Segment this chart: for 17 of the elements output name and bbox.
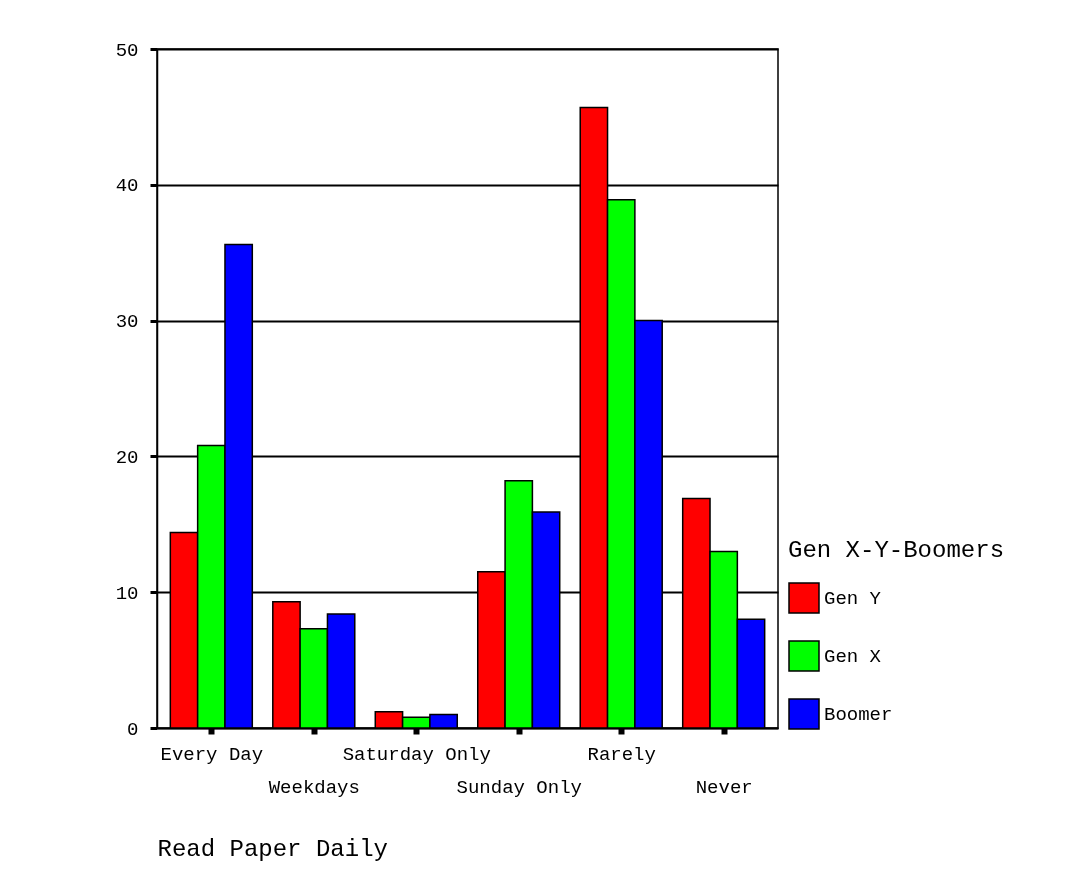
y-tick-label: 0 [127, 718, 139, 741]
x-tick-label: Weekdays [268, 776, 360, 799]
y-tick-label: 40 [115, 175, 139, 198]
y-tick-label: 50 [115, 39, 139, 62]
y-tick-label: 20 [115, 446, 139, 469]
legend-label: Gen Y [824, 588, 882, 610]
x-tick-label: Sunday Only [456, 776, 582, 799]
x-tick-label: Never [695, 776, 753, 799]
y-tick-label: 10 [115, 582, 139, 605]
legend-title: Gen X-Y-Boomers [788, 537, 1005, 564]
x-axis-title: Read Paper Daily [157, 835, 388, 863]
x-tick-label: Every Day [160, 743, 264, 766]
x-tick-label: Saturday Only [342, 743, 491, 766]
x-tick-label: Rarely [587, 743, 656, 766]
legend-label: Boomer [824, 704, 893, 726]
legend-label: Gen X [824, 646, 882, 668]
y-tick-label: 30 [115, 311, 139, 334]
